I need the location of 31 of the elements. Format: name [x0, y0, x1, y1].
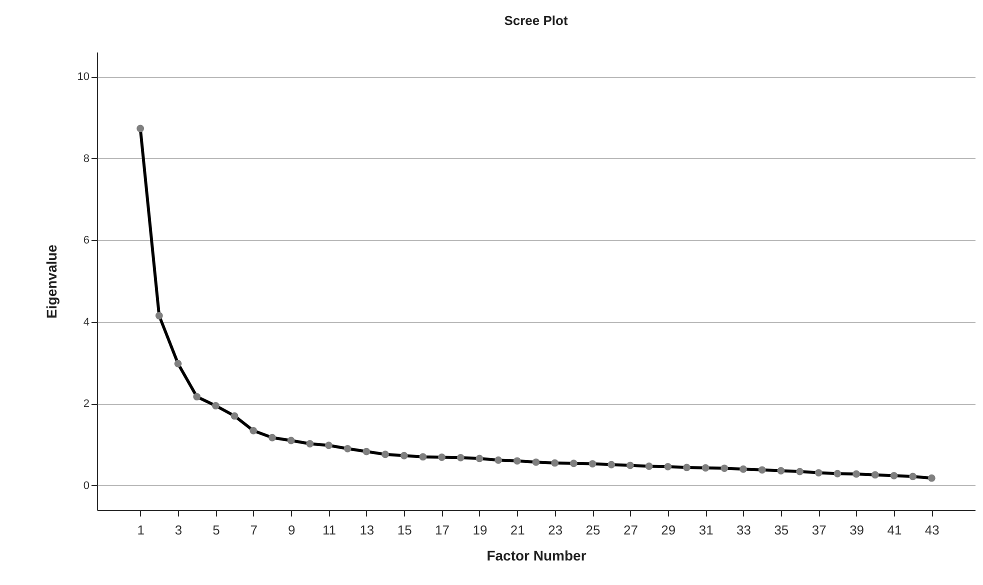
x-tick-label: 11 — [322, 522, 336, 538]
x-tick-label: 41 — [887, 522, 902, 538]
x-tick-label: 31 — [698, 522, 714, 538]
x-tick-label: 33 — [736, 522, 751, 538]
x-axis-title: Factor Number — [486, 548, 587, 564]
x-tick-label: 19 — [472, 522, 488, 538]
y-axis-title: Eigenvalue — [43, 244, 60, 318]
x-tick-label: 27 — [623, 522, 638, 538]
y-tick-label: 4 — [83, 316, 90, 328]
x-tick-label: 23 — [548, 522, 563, 538]
x-tick-label: 35 — [774, 522, 789, 538]
x-tick-label: 37 — [812, 522, 826, 538]
x-tick-label: 13 — [360, 522, 374, 538]
y-tick-label: 6 — [83, 234, 90, 247]
y-tick-label: 8 — [83, 152, 90, 165]
x-tick-label: 15 — [397, 522, 412, 538]
x-tick-label: 17 — [435, 522, 450, 538]
y-tick-label: 2 — [83, 398, 90, 410]
x-tick-label: 29 — [661, 522, 676, 538]
x-tick-label: 1 — [137, 522, 144, 538]
y-tick-label: 0 — [83, 480, 90, 492]
x-tick-label: 3 — [174, 522, 182, 538]
x-tick-label: 39 — [850, 522, 864, 538]
x-tick-label: 43 — [924, 522, 940, 538]
x-tick-label: 25 — [586, 522, 600, 538]
x-tick-label: 9 — [288, 522, 296, 538]
chart-title: Scree Plot — [504, 13, 568, 28]
x-tick-label: 7 — [250, 522, 258, 538]
y-tick-label: 10 — [77, 71, 90, 84]
x-tick-label: 21 — [510, 522, 525, 538]
x-tick-label: 5 — [212, 522, 220, 538]
